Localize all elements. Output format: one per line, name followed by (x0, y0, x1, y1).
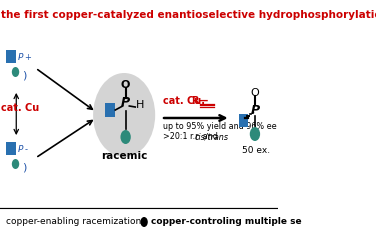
Circle shape (120, 130, 131, 144)
FancyBboxPatch shape (105, 103, 115, 117)
Text: P: P (18, 145, 23, 154)
Text: >20:1 r.r. and: >20:1 r.r. and (163, 132, 221, 141)
Text: ): ) (22, 162, 27, 172)
Text: H: H (136, 100, 144, 110)
Circle shape (250, 127, 260, 141)
Text: cat. Cu: cat. Cu (2, 103, 40, 113)
Text: copper-controling multiple se: copper-controling multiple se (152, 218, 302, 227)
Text: +: + (24, 53, 31, 62)
Text: P: P (250, 104, 259, 117)
Circle shape (93, 73, 155, 157)
FancyBboxPatch shape (239, 114, 248, 127)
Text: up to 95% yield and 96% ee: up to 95% yield and 96% ee (163, 122, 277, 131)
Circle shape (12, 159, 19, 169)
Text: cis/trans: cis/trans (195, 132, 229, 141)
Text: -: - (24, 145, 27, 154)
Circle shape (140, 217, 148, 227)
Text: 50 ex.: 50 ex. (242, 146, 270, 155)
Text: racemic: racemic (101, 151, 147, 161)
Circle shape (12, 67, 19, 77)
FancyBboxPatch shape (6, 50, 15, 63)
Text: ): ) (22, 70, 27, 80)
Text: P: P (121, 96, 130, 109)
FancyBboxPatch shape (6, 142, 15, 155)
FancyBboxPatch shape (0, 208, 278, 236)
Text: O: O (250, 88, 259, 98)
Text: the first copper-catalyzed enantioselective hydrophosphorylation: the first copper-catalyzed enantioselect… (2, 10, 376, 20)
Text: P: P (18, 53, 23, 62)
Text: cat. Cu,: cat. Cu, (163, 96, 205, 106)
Text: R—: R— (191, 96, 208, 106)
Text: O: O (121, 80, 130, 90)
Text: copper-enabling racemization: copper-enabling racemization (6, 218, 141, 227)
